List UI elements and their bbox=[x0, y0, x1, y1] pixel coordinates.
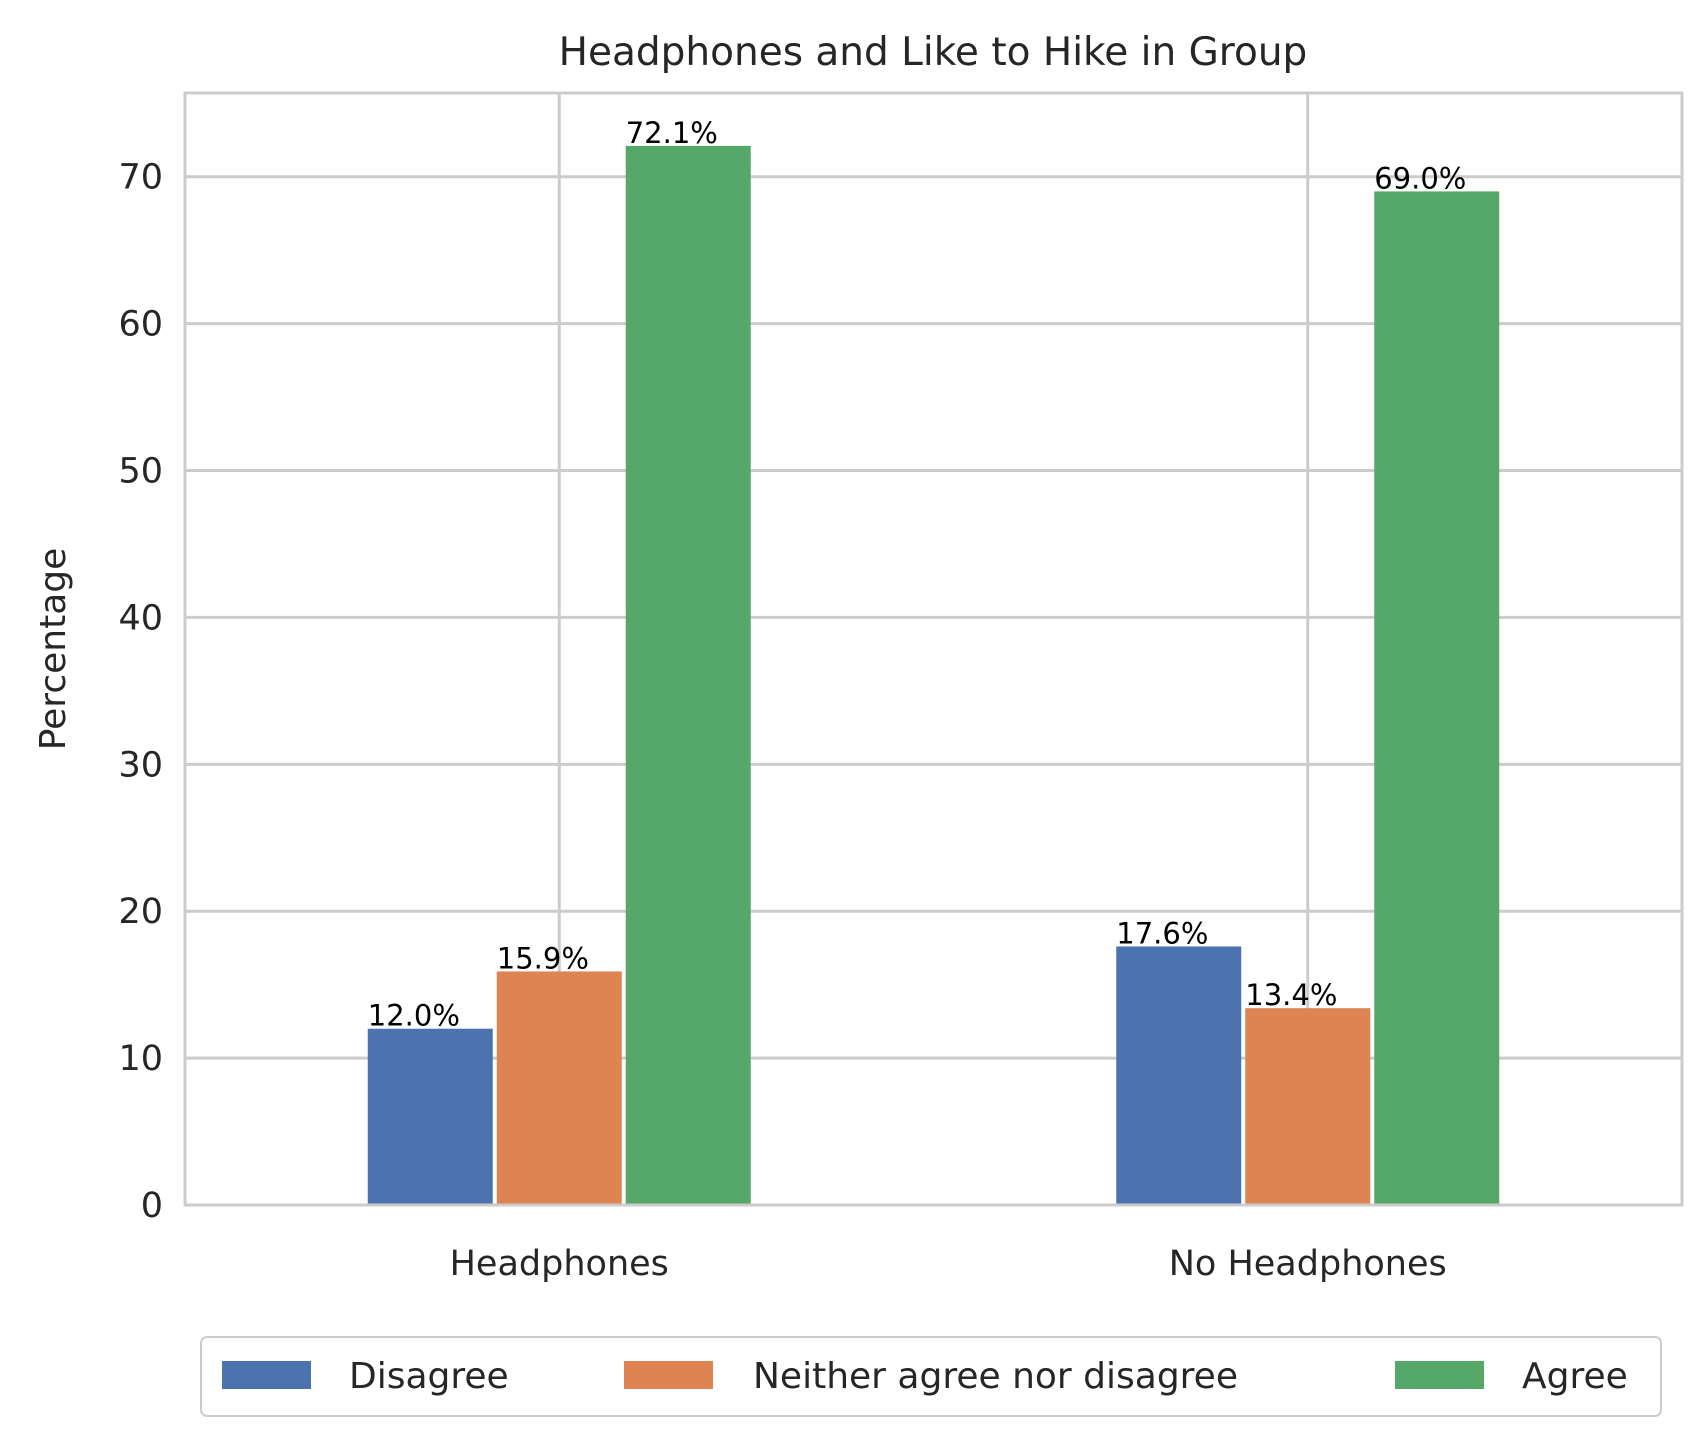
y-axis-label: Percentage bbox=[33, 548, 74, 751]
y-tick-label: 0 bbox=[141, 1186, 163, 1226]
bar-value-label: 69.0% bbox=[1374, 161, 1466, 195]
bar-neither-agree-nor-disagree bbox=[496, 971, 622, 1205]
y-tick-label: 70 bbox=[118, 158, 163, 198]
y-tick-label: 10 bbox=[118, 1039, 163, 1079]
chart-title: Headphones and Like to Hike in Group bbox=[559, 30, 1308, 75]
y-tick-label: 30 bbox=[118, 745, 163, 785]
bar-disagree bbox=[1116, 946, 1242, 1205]
legend-frame bbox=[200, 1336, 1662, 1417]
bar-disagree bbox=[367, 1028, 493, 1205]
legend: Disagree Neither agree nor disagree Agre… bbox=[200, 1336, 1662, 1417]
legend-label-agree: Agree bbox=[1522, 1356, 1628, 1397]
x-tick-label: No Headphones bbox=[1169, 1244, 1447, 1284]
bar-value-label: 12.0% bbox=[368, 999, 460, 1033]
legend-label-neither: Neither agree nor disagree bbox=[753, 1356, 1238, 1397]
legend-swatch-disagree bbox=[222, 1361, 311, 1389]
bar-value-label: 13.4% bbox=[1245, 978, 1337, 1012]
bar-neither-agree-nor-disagree bbox=[1245, 1008, 1371, 1205]
x-tick-label: Headphones bbox=[450, 1244, 669, 1284]
y-tick-label: 40 bbox=[118, 598, 163, 638]
bar-value-label: 15.9% bbox=[497, 941, 589, 975]
legend-label-disagree: Disagree bbox=[349, 1356, 509, 1397]
legend-swatch-neither bbox=[624, 1361, 713, 1389]
y-tick-label: 20 bbox=[118, 892, 163, 932]
plot-frame bbox=[183, 91, 1684, 1207]
legend-swatch-agree bbox=[1395, 1361, 1484, 1389]
bar-agree bbox=[625, 145, 751, 1205]
bar-agree bbox=[1374, 191, 1500, 1206]
y-tick-label: 50 bbox=[118, 452, 163, 492]
bar-value-label: 17.6% bbox=[1116, 916, 1208, 950]
bar-value-label: 72.1% bbox=[626, 116, 718, 150]
y-tick-label: 60 bbox=[118, 305, 163, 345]
